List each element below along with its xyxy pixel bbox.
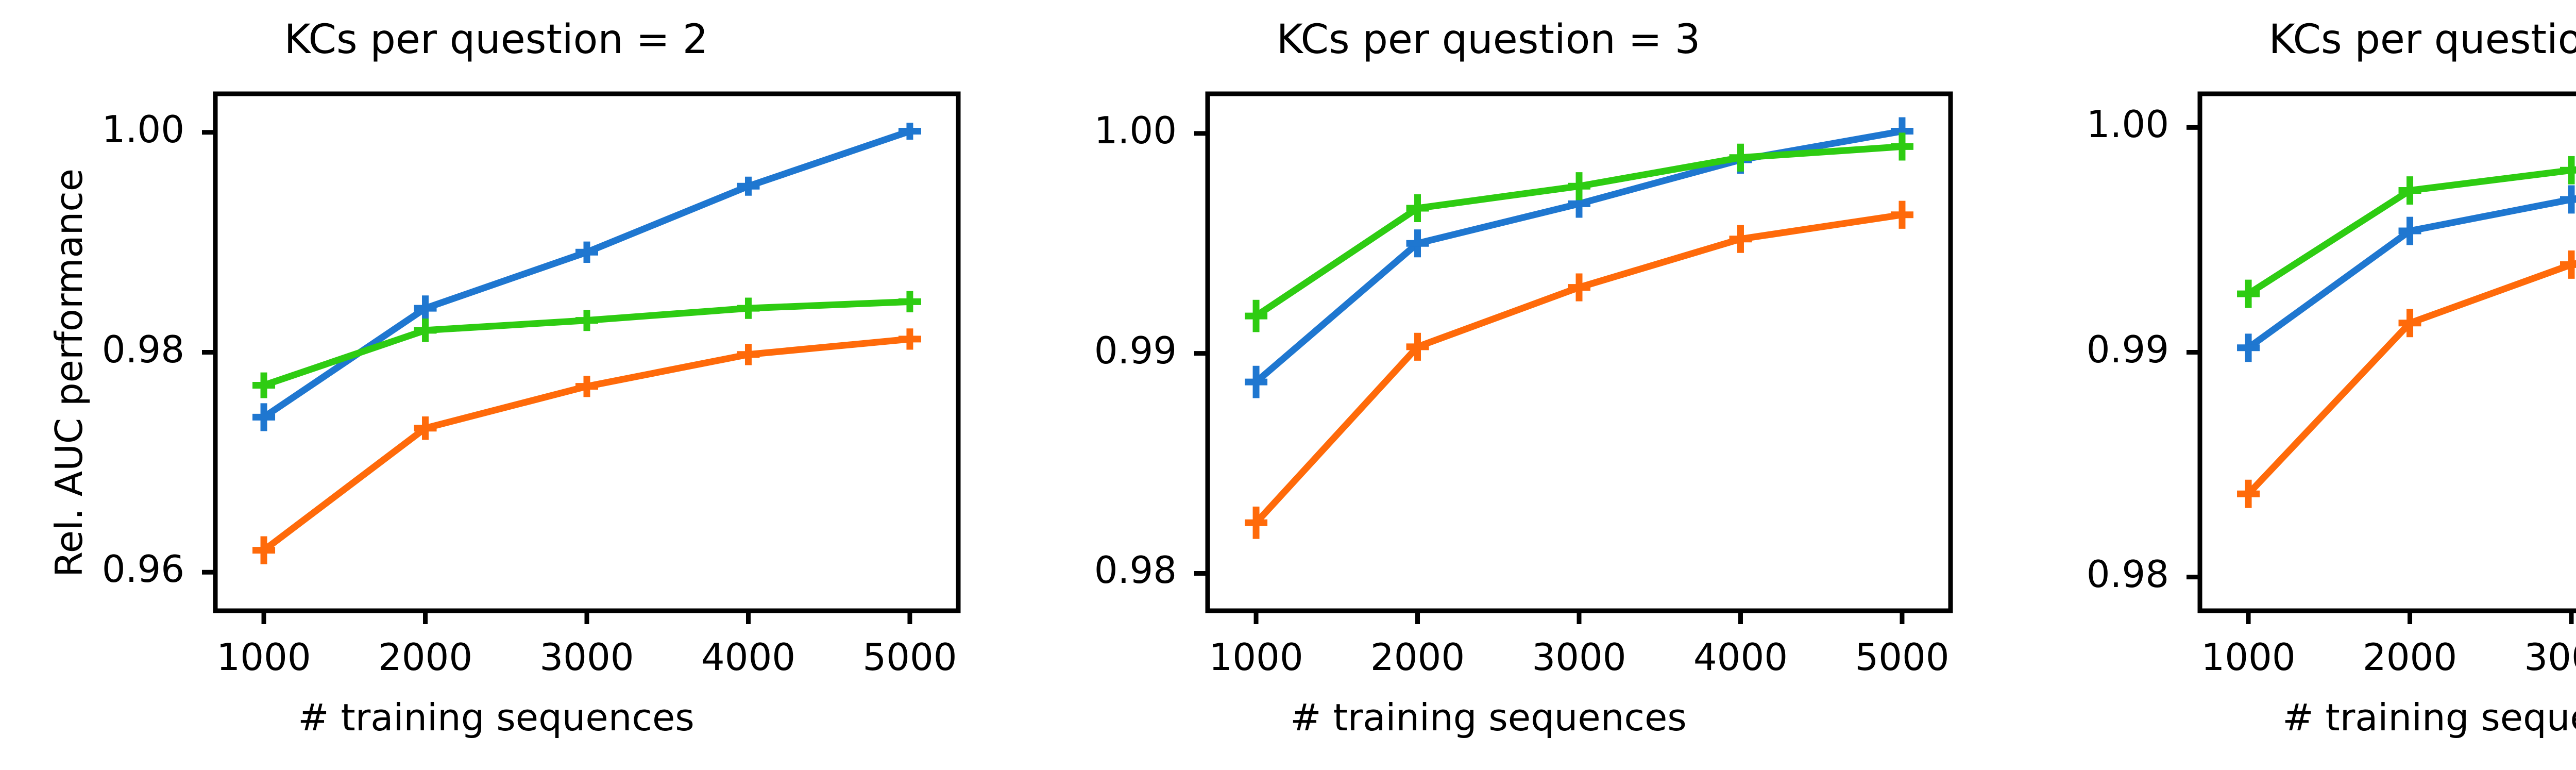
y-tick-label: 0.98: [1094, 548, 1177, 592]
x-tick-label: 1000: [1209, 635, 1303, 679]
axes-frame: [2197, 91, 2576, 613]
x-tick-label: 5000: [1855, 635, 1950, 679]
y-tick-label: 0.98: [101, 327, 184, 371]
x-axis-label: # training sequences: [2282, 696, 2576, 739]
y-tick-label: 0.99: [1094, 328, 1177, 372]
x-tick-label: 3000: [1532, 635, 1626, 679]
x-tick-label: 2000: [2362, 635, 2458, 679]
series-line: [260, 336, 913, 554]
panel-title: KCs per question = 3: [1276, 16, 1701, 63]
x-tick-label: 4000: [1693, 635, 1788, 679]
panel-kcs-2: KCs per question = 2 Rel. AUC performanc…: [0, 0, 992, 770]
series-line: [260, 128, 913, 421]
y-tick-label: 1.00: [101, 107, 184, 151]
x-tick-label: 4000: [701, 635, 796, 679]
y-tick-label: 1.00: [1094, 108, 1177, 152]
x-tick-label: 3000: [539, 635, 634, 679]
axes-frame: [213, 91, 961, 613]
y-tick-label: 0.99: [2086, 327, 2169, 371]
plot-area: [2187, 91, 2576, 624]
x-tick-label: 1000: [216, 635, 311, 679]
x-tick-label: 3000: [2524, 635, 2576, 679]
x-tick-label: 2000: [378, 635, 473, 679]
panel-kcs-3: KCs per question = 3 # training sequence…: [992, 0, 1985, 770]
plot-area: [202, 91, 961, 624]
panel-title: KCs per question = 2: [284, 16, 708, 63]
x-tick-label: 2000: [1370, 635, 1465, 679]
plot-area: [1194, 91, 1953, 624]
y-tick-label: 0.98: [2086, 552, 2169, 596]
y-tick-label: 1.00: [2086, 103, 2169, 146]
x-axis-label: # training sequences: [298, 696, 694, 739]
x-tick-label: 5000: [862, 635, 957, 679]
axes-frame: [1205, 91, 1953, 613]
x-axis-label: # training sequences: [1290, 696, 1687, 739]
x-tick-label: 1000: [2201, 635, 2296, 679]
panel-kcs-4: KCs per question = 4 # training sequence…: [1985, 0, 2576, 770]
panel-title: KCs per question = 4: [2268, 16, 2576, 63]
series-line: [1252, 128, 1906, 386]
y-tick-label: 0.96: [101, 547, 184, 591]
series-line: [1252, 211, 1906, 526]
